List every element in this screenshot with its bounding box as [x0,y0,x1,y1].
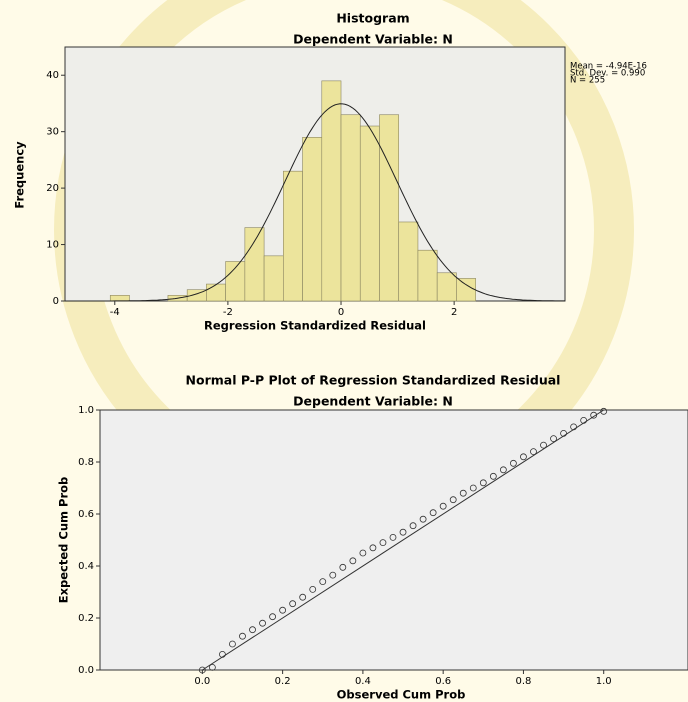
x-tick-label: 0.8 [515,676,531,687]
y-tick-label: 0.0 [78,665,94,676]
page: Histogram Dependent Variable: N Regressi… [0,0,688,702]
x-axis-label: Observed Cum Prob [337,688,466,702]
y-tick-label: 40 [46,70,59,81]
x-tick-label: 0 [338,307,344,318]
y-axis-label: Frequency [13,141,27,209]
bar [360,126,379,301]
y-tick-label: 0 [53,296,59,307]
x-axis-label: Regression Standardized Residual [204,319,426,333]
y-tick-label: 0.4 [78,561,94,572]
x-tick-label: 2 [451,307,457,318]
bar [110,295,129,301]
y-tick-label: 0.2 [78,613,94,624]
stat-n: N = 255 [570,76,605,86]
bar [264,256,283,301]
x-tick-label: 1.0 [596,676,612,687]
bar [341,115,360,301]
bar [379,115,398,301]
y-tick-label: 10 [46,240,59,251]
chart-subtitle: Dependent Variable: N [293,394,453,409]
x-tick-label: -2 [223,307,233,318]
bar [206,284,225,301]
bar [303,137,322,301]
bar [322,81,341,301]
x-tick-label: 0.2 [275,676,291,687]
bar [437,273,456,301]
x-tick-label: -4 [110,307,120,318]
bar [418,250,437,301]
chart-title: Histogram [336,11,409,26]
chart-title: Normal P-P Plot of Regression Standardiz… [186,373,561,388]
bar [283,171,302,301]
x-tick-label: 0.0 [194,676,210,687]
y-axis-label: Expected Cum Prob [57,477,71,604]
x-tick-label: 0.6 [435,676,451,687]
y-tick-label: 0.8 [78,457,94,468]
y-tick-label: 30 [46,127,59,138]
bar [456,278,475,301]
y-tick-label: 0.6 [78,509,94,520]
bar [399,222,418,301]
chart-subtitle: Dependent Variable: N [293,32,453,47]
y-tick-label: 20 [46,183,59,194]
x-tick-label: 0.4 [355,676,371,687]
bar [245,228,264,301]
y-tick-label: 1.0 [78,405,94,416]
